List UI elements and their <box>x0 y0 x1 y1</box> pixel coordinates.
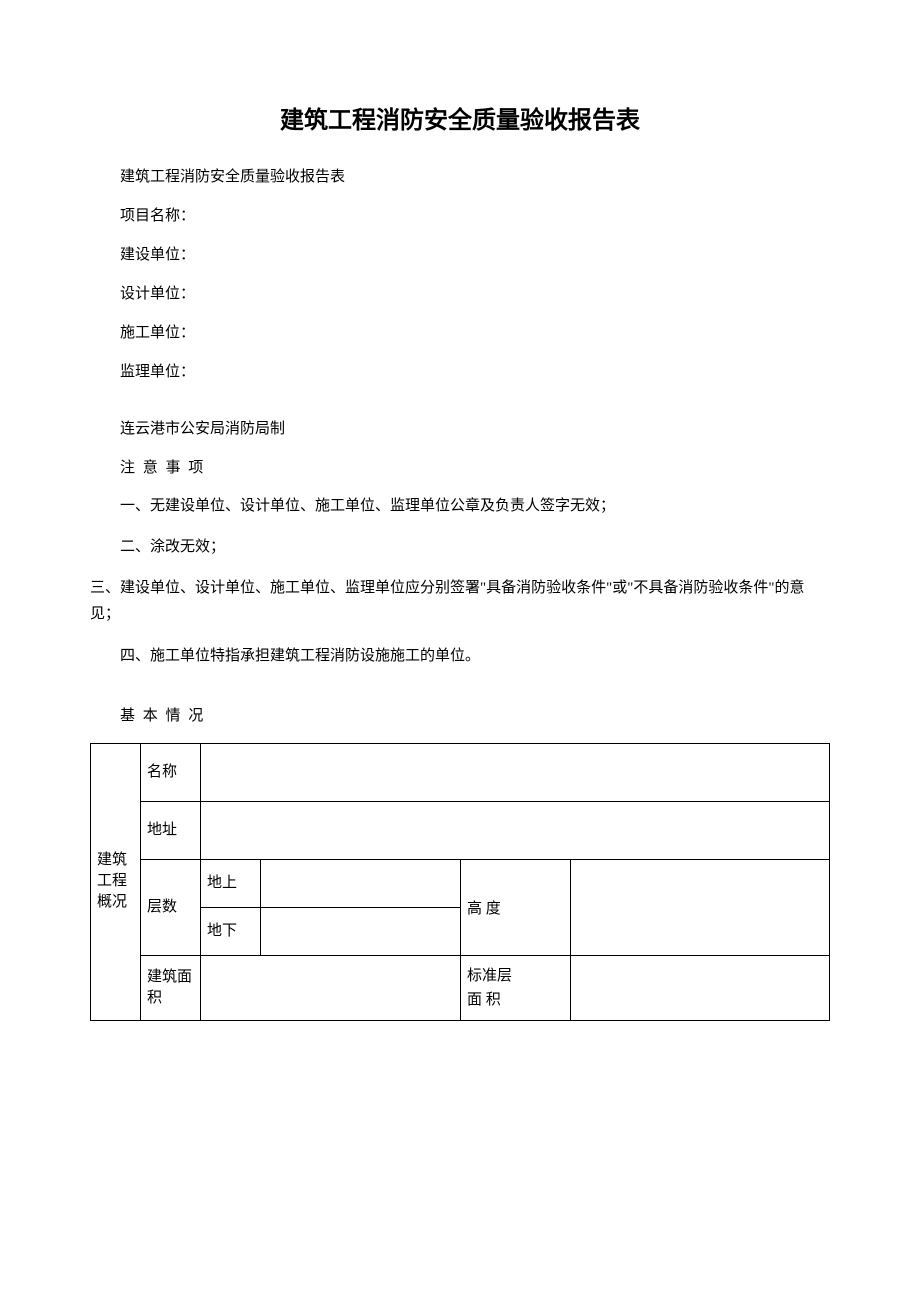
design-unit-field: 设计单位： <box>90 282 830 303</box>
floors-label: 层数 <box>147 899 177 915</box>
name-label-cell: 名称 <box>141 743 201 801</box>
standard-floor-area-label-cell: 标准层 面 积 <box>461 955 571 1020</box>
building-area-value-cell <box>201 955 461 1020</box>
address-label-cell: 地址 <box>141 801 201 859</box>
page-title: 建筑工程消防安全质量验收报告表 <box>90 100 830 135</box>
overview-label: 建筑工程概况 <box>97 852 127 910</box>
below-ground-label: 地下 <box>207 923 237 939</box>
table-row: 建筑面积 标准层 面 积 <box>91 955 830 1020</box>
table-row: 层数 地上 高 度 <box>91 859 830 907</box>
building-area-label: 建筑面积 <box>147 969 192 1006</box>
above-ground-label-cell: 地上 <box>201 859 261 907</box>
builder-unit-field: 施工单位： <box>90 321 830 342</box>
note-1: 一、无建设单位、设计单位、施工单位、监理单位公章及负责人签字无效； <box>90 495 830 518</box>
table-row: 地址 <box>91 801 830 859</box>
below-ground-label-cell: 地下 <box>201 907 261 955</box>
address-value-cell <box>201 801 830 859</box>
basic-info-heading: 基 本 情 况 <box>90 704 830 725</box>
subtitle: 建筑工程消防安全质量验收报告表 <box>90 165 830 186</box>
table-row: 建筑工程概况 名称 <box>91 743 830 801</box>
name-label: 名称 <box>147 764 177 780</box>
above-ground-label: 地上 <box>207 875 237 891</box>
name-value-cell <box>201 743 830 801</box>
notes-heading: 注 意 事 项 <box>90 456 830 477</box>
address-label: 地址 <box>147 822 177 838</box>
note-3: 三、建设单位、设计单位、施工单位、监理单位应分别签署"具备消防验收条件"或"不具… <box>90 576 830 627</box>
below-ground-value-cell <box>261 907 461 955</box>
above-ground-value-cell <box>261 859 461 907</box>
building-area-label-cell: 建筑面积 <box>141 955 201 1020</box>
basic-info-table: 建筑工程概况 名称 地址 层数 地上 高 度 地下 建筑面积 <box>90 743 830 1021</box>
standard-floor-area-label-line1: 标准层 <box>467 968 512 984</box>
overview-label-cell: 建筑工程概况 <box>91 743 141 1020</box>
supervision-unit-field: 监理单位： <box>90 360 830 381</box>
standard-floor-area-label-line2: 面 积 <box>467 992 501 1008</box>
height-value-cell <box>571 859 830 955</box>
floors-label-cell: 层数 <box>141 859 201 955</box>
standard-floor-area-value-cell <box>571 955 830 1020</box>
construction-unit-field: 建设单位： <box>90 243 830 264</box>
height-label-cell: 高 度 <box>461 859 571 955</box>
height-label: 高 度 <box>467 901 501 917</box>
issuer-text: 连云港市公安局消防局制 <box>90 417 830 438</box>
note-2: 二、涂改无效； <box>90 536 830 559</box>
project-name-field: 项目名称： <box>90 204 830 225</box>
note-4: 四、施工单位特指承担建筑工程消防设施施工的单位。 <box>90 645 830 668</box>
